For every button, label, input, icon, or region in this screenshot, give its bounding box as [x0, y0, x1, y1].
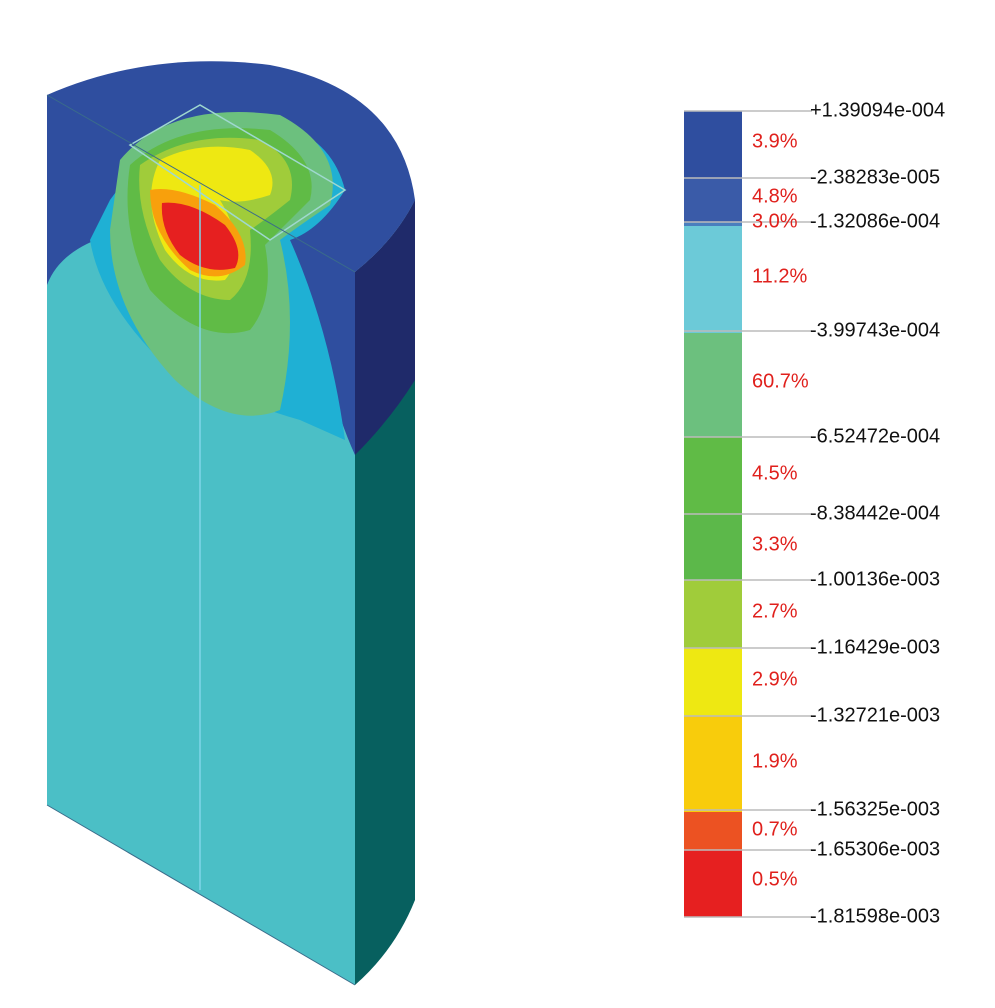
- band-percent: 60.7%: [752, 370, 809, 392]
- legend-band: [684, 648, 742, 716]
- band-percent: 0.5%: [752, 868, 798, 890]
- legend-band: [684, 222, 742, 226]
- level-label: -3.99743e-004: [810, 319, 940, 341]
- level-label: -1.81598e-003: [810, 905, 940, 927]
- legend-band: [684, 333, 742, 437]
- legend-band: [684, 437, 742, 514]
- band-percent: 0.7%: [752, 818, 798, 840]
- level-label: -1.56325e-003: [810, 798, 940, 820]
- level-label: -2.38283e-005: [810, 166, 940, 188]
- level-label: -1.00136e-003: [810, 568, 940, 590]
- band-percent: 11.2%: [752, 265, 807, 287]
- level-label: -1.65306e-003: [810, 838, 940, 860]
- legend-band: [684, 580, 742, 648]
- legend-band: [684, 111, 742, 178]
- legend-band: [684, 514, 742, 580]
- level-label: -1.32721e-003: [810, 704, 940, 726]
- legend-band: [684, 812, 742, 850]
- band-percent: 4.8%: [752, 185, 798, 207]
- level-label: -8.38442e-004: [810, 502, 940, 524]
- level-label: +1.39094e-004: [810, 99, 945, 121]
- band-percent: 3.3%: [752, 533, 798, 555]
- legend-band: [684, 178, 742, 222]
- level-label: -1.32086e-004: [810, 210, 940, 232]
- side-face-top: [355, 200, 415, 455]
- edge: [46, 94, 356, 986]
- legend-band: [684, 716, 742, 812]
- band-percent: 2.7%: [752, 600, 798, 622]
- level-label: -6.52472e-004: [810, 425, 940, 447]
- band-percent: 2.9%: [752, 668, 798, 690]
- band-percent: 4.5%: [752, 462, 798, 484]
- model: [46, 61, 415, 986]
- legend: +1.39094e-004 -2.38283e-005 -1.32086e-004 -…: [684, 99, 945, 927]
- edge: [128, 104, 347, 241]
- legend-band: [684, 850, 742, 917]
- level-label: -1.16429e-003: [810, 636, 940, 658]
- band-percent: 3.0%: [752, 210, 798, 232]
- band-percent: 1.9%: [752, 750, 798, 772]
- legend-band: [684, 226, 742, 333]
- band-percent: 3.9%: [752, 130, 798, 152]
